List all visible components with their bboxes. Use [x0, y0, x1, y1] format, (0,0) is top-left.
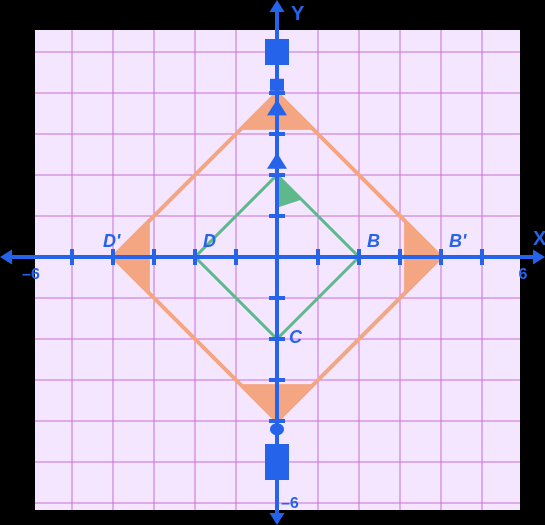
y-marker-rect — [270, 79, 284, 91]
point-label: D — [203, 231, 216, 251]
x-axis-arrow-left — [0, 250, 12, 265]
y-axis-arrow-up — [270, 0, 285, 12]
y-axis-label: Y — [291, 3, 305, 25]
x-tick-label: –6 — [22, 266, 40, 283]
point-label: D' — [103, 231, 121, 251]
y-marker-rect — [265, 444, 289, 480]
plot-svg: –6 6 –6 X Y D' D B B' C — [0, 0, 545, 525]
point-label: C — [289, 327, 303, 347]
x-axis-label: X — [533, 228, 545, 250]
coordinate-plane: –6 6 –6 X Y D' D B B' C — [0, 0, 545, 525]
y-marker-round — [270, 423, 284, 435]
y-tick-label: –6 — [281, 495, 299, 512]
y-marker-rect — [265, 39, 289, 65]
point-label: B' — [449, 231, 467, 251]
x-axis-arrow-right — [533, 250, 545, 265]
x-tick-label: 6 — [519, 266, 528, 283]
point-label: B — [367, 231, 380, 251]
y-axis-arrow-down — [270, 513, 285, 525]
